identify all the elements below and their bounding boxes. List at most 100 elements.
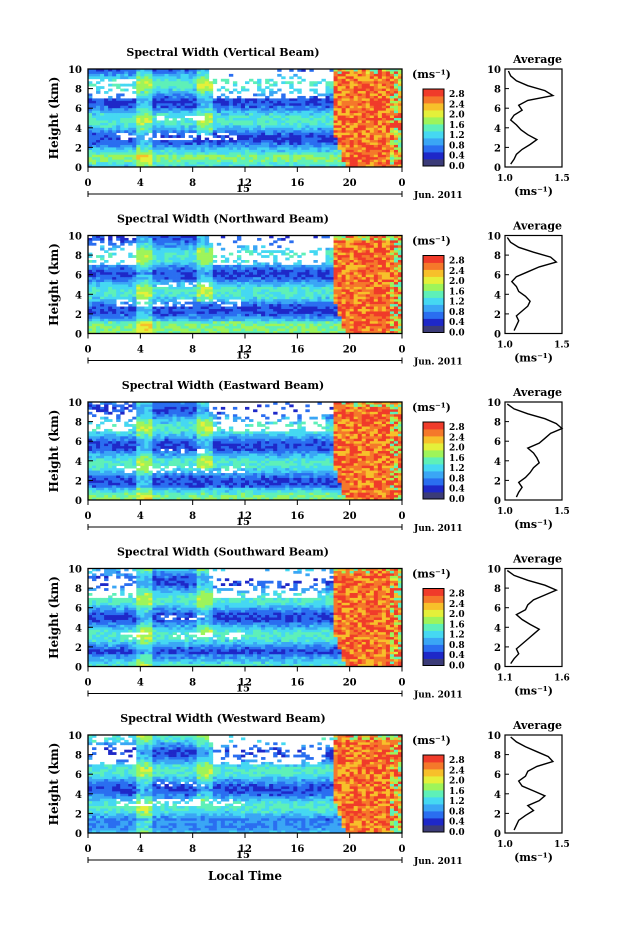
colorbar-segment xyxy=(423,637,444,645)
x-tick-label: 16 xyxy=(290,345,304,356)
profile-x-label: (ms⁻¹) xyxy=(514,518,553,531)
average-profile: Average 0 2 4 6 8 10 1.0 1.5(ms⁻¹) xyxy=(487,53,570,198)
x-tick-label: 0 xyxy=(399,844,406,855)
colorbar-segment xyxy=(423,304,444,312)
heatmap-field xyxy=(88,402,403,501)
x-tick-label: 16 xyxy=(290,178,304,189)
colorbar: 0.00.40.81.21.62.02.42.8 xyxy=(422,421,465,505)
x-tick-label: 4 xyxy=(137,345,144,356)
colorbar-segment xyxy=(423,103,444,111)
profile-x-label: (ms⁻¹) xyxy=(514,851,553,864)
colorbar-segment xyxy=(423,269,444,277)
colorbar-segment xyxy=(423,616,444,624)
colorbar-segment xyxy=(423,450,444,458)
y-tick-label: 8 xyxy=(75,418,82,429)
y-tick-label: 10 xyxy=(68,65,82,76)
profile-y-tick-label: 4 xyxy=(494,790,501,801)
colorbar-segment xyxy=(423,769,444,777)
profile-title: Average xyxy=(512,386,562,399)
colorbar-segment xyxy=(423,318,444,326)
day-label: 15 xyxy=(236,850,250,861)
colorbar-segment xyxy=(423,124,444,132)
colorbar-segment xyxy=(423,602,444,610)
colorbar-tick-label: 0.8 xyxy=(449,474,465,484)
colorbar-tick-label: 0.0 xyxy=(449,329,465,339)
profile-x-label: (ms⁻¹) xyxy=(514,685,553,698)
panel-title: Spectral Width (Vertical Beam) xyxy=(126,46,319,59)
profile-x-tick-label: 1.0 xyxy=(497,174,513,184)
colorbar: 0.00.40.81.21.62.02.42.8 xyxy=(422,255,465,339)
x-tick-label: 12 xyxy=(238,678,252,689)
heatmap-field xyxy=(88,235,403,334)
colorbar-segment xyxy=(423,276,444,284)
profile-title: Average xyxy=(512,53,562,66)
colorbar-tick-label: 1.2 xyxy=(449,797,465,807)
profile-y-tick-label: 2 xyxy=(494,310,501,321)
profile-y-tick-label: 10 xyxy=(487,565,501,576)
x-tick-label: 8 xyxy=(189,178,196,189)
heatmap-field xyxy=(88,69,403,168)
colorbar-segment xyxy=(423,485,444,493)
colorbar-segment xyxy=(423,436,444,444)
colorbar-tick-label: 2.8 xyxy=(449,90,465,100)
x-tick-label: 8 xyxy=(189,844,196,855)
profile-y-tick-label: 10 xyxy=(487,731,501,742)
colorbar-segment xyxy=(423,443,444,451)
profile-y-tick-label: 10 xyxy=(487,398,501,409)
profile-x-tick-label: 1.1 xyxy=(497,674,513,684)
colorbar-segment xyxy=(423,110,444,118)
colorbar-tick-label: 0.0 xyxy=(449,828,465,838)
average-profile: Average 0 2 4 6 8 10 1.0 1.5(ms⁻¹) xyxy=(487,719,570,864)
colorbar-segment xyxy=(423,644,444,652)
colorbar-segment xyxy=(423,471,444,479)
profile-y-tick-label: 6 xyxy=(494,271,501,282)
heatmap-field xyxy=(88,735,403,834)
x-tick-label: 12 xyxy=(238,178,252,189)
y-tick-label: 8 xyxy=(75,251,82,262)
colorbar-segment xyxy=(423,762,444,770)
y-tick-label: 6 xyxy=(75,770,82,781)
profile-x-tick-label: 1.5 xyxy=(554,341,570,351)
profile-y-tick-label: 8 xyxy=(494,85,501,96)
colorbar-tick-label: 1.6 xyxy=(449,787,465,797)
beam-panel: Spectral Width (Southward Beam) 0 2 4 6 8 10 He… xyxy=(47,546,570,701)
profile-y-tick-label: 2 xyxy=(494,476,501,487)
colorbar: 0.00.40.81.21.62.02.42.8 xyxy=(422,754,465,838)
y-tick-label: 2 xyxy=(75,643,82,654)
x-tick-label: 4 xyxy=(137,678,144,689)
x-tick-label: 8 xyxy=(189,345,196,356)
colorbar-tick-label: 0.8 xyxy=(449,141,465,151)
y-tick-label: 0 xyxy=(75,330,82,341)
colorbar-segment xyxy=(423,478,444,486)
colorbar-tick-label: 0.0 xyxy=(449,495,465,505)
profile-x-tick-label: 1.5 xyxy=(554,174,570,184)
date-label: Jun. 2011 xyxy=(413,358,463,368)
day-label: 15 xyxy=(236,517,250,528)
colorbar-tick-label: 0.4 xyxy=(449,651,465,661)
profile-line xyxy=(506,237,558,331)
colorbar-segment xyxy=(423,595,444,603)
colorbar-tick-label: 1.2 xyxy=(449,298,465,308)
colorbar-segment xyxy=(423,429,444,437)
colorbar-tick-label: 2.4 xyxy=(449,433,465,443)
y-tick-label: 0 xyxy=(75,663,82,674)
x-tick-label: 0 xyxy=(85,511,92,522)
profile-y-tick-label: 8 xyxy=(494,751,501,762)
profile-y-tick-label: 8 xyxy=(494,251,501,262)
x-tick-label: 0 xyxy=(85,844,92,855)
profile-line xyxy=(507,70,555,165)
colorbar-segment xyxy=(423,818,444,826)
profile-line xyxy=(506,569,559,664)
colorbar-segment xyxy=(423,776,444,784)
colorbar-tick-label: 2.4 xyxy=(449,766,465,776)
profile-y-tick-label: 6 xyxy=(494,604,501,615)
colorbar-segment xyxy=(423,755,444,763)
y-tick-label: 0 xyxy=(75,496,82,507)
colorbar-segment xyxy=(423,422,444,430)
colorbar-segment xyxy=(423,797,444,805)
y-axis-label: Height (km) xyxy=(47,77,61,160)
colorbar-tick-label: 2.4 xyxy=(449,267,465,277)
colorbar-segment xyxy=(423,588,444,596)
colorbar-segment xyxy=(423,290,444,298)
